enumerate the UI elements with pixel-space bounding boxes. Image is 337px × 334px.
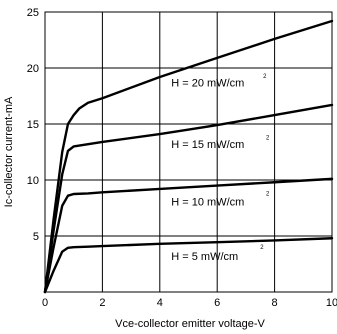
x-tick-label: 2 [99,297,105,309]
x-tick-label: 10 [326,297,337,309]
x-tick-label: 8 [272,297,278,309]
curve-label: H = 10 mW/cm [171,196,244,208]
plot-frame [44,11,333,293]
curves [43,19,334,294]
y-tick-label: 5 [33,231,39,243]
y-axis-label: Ic-collector current-mA [3,96,15,207]
series-line-2 [43,177,334,294]
curve-label-superscript: 2 [263,74,267,80]
x-tick-label: 0 [42,297,48,309]
y-tick-label: 15 [27,119,39,131]
curve-annotations: H = 20 mW/cm 2 H = 15 mW/cm 2 H = 10 mW/cm 2 H… [171,74,270,263]
x-tick-label: 6 [214,297,220,309]
curve-label-superscript: 2 [266,135,270,141]
x-tick-label: 4 [157,297,163,309]
series-line-0 [43,19,334,294]
curve-label-superscript: 2 [266,191,270,197]
tick-labels: 0 2 4 6 8 10 5 10 15 20 25 [27,7,337,309]
grid [45,12,332,292]
series-line-1 [43,103,334,294]
curve-label: H = 15 mW/cm [171,139,244,151]
curve-label: H = 5 mW/cm [171,251,238,263]
x-axis-label: Vce-collector emitter voltage-V [115,318,265,330]
y-tick-label: 20 [27,63,39,75]
y-tick-label: 10 [27,175,39,187]
y-tick-label: 25 [27,7,39,19]
curve-label: H = 20 mW/cm [171,78,244,90]
series-line-3 [43,237,334,294]
curve-label-superscript: 2 [260,245,264,251]
